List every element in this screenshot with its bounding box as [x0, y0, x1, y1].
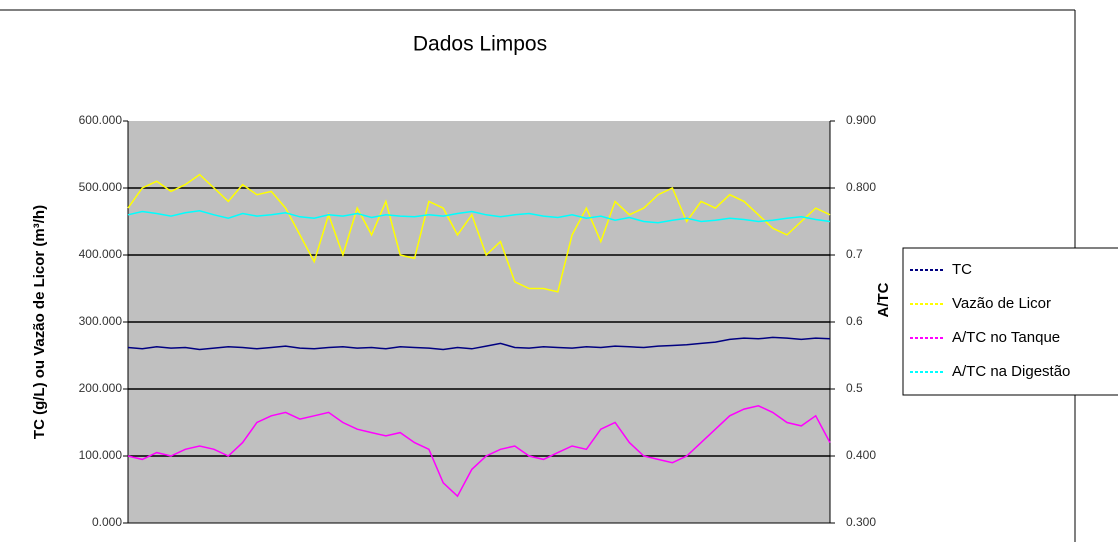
legend-label: A/TC na Digestão: [952, 363, 1070, 380]
legend-label: TC: [952, 261, 972, 278]
chart-title: Dados Limpos: [413, 33, 547, 56]
y2-tick-label: 0.900: [846, 113, 876, 127]
y-tick-label: 600.000: [79, 113, 123, 127]
series-line: [127, 336, 831, 351]
y-tick-label: 300.000: [79, 314, 123, 328]
series-line: [127, 405, 831, 498]
legend-label: Vazão de Licor: [952, 295, 1051, 312]
y2-tick-label: 0.7: [846, 247, 863, 261]
y2-tick-label: 0.400: [846, 448, 876, 462]
legend-label: A/TC no Tanque: [952, 329, 1060, 346]
y-tick-label: 100.000: [79, 448, 123, 462]
y-tick-label: 500.000: [79, 180, 123, 194]
y-tick-label: 0.000: [92, 515, 122, 529]
y2-tick-label: 0.300: [846, 515, 876, 529]
legend-box: [902, 247, 1118, 396]
y-axis-label: TC (g/L) ou Vazão de Licor (m³/h): [31, 205, 48, 439]
series-line: [127, 173, 831, 293]
y2-tick-label: 0.6: [846, 314, 863, 328]
y2-axis-label: A/TC: [875, 282, 892, 317]
y-tick-label: 200.000: [79, 381, 123, 395]
y2-tick-label: 0.800: [846, 180, 876, 194]
y2-tick-label: 0.5: [846, 381, 863, 395]
y-tick-label: 400.000: [79, 247, 123, 261]
series-line: [127, 210, 831, 224]
